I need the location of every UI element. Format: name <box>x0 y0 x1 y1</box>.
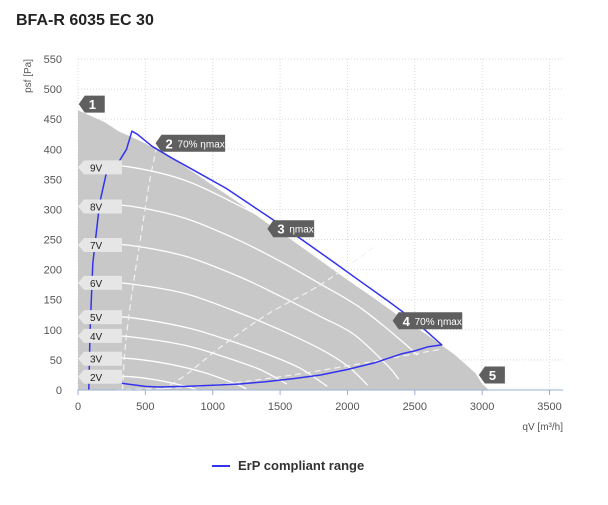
marker-bg <box>392 312 463 330</box>
speed-curve-7V <box>84 241 400 380</box>
speed-label-6V: 6V <box>78 275 122 290</box>
erp-compliant-line <box>88 130 443 391</box>
fan-performance-chart: 9V 8V 7V 6V 5V 4V 3V 2V 1 2 70% ηmax 3 ηmax 4 70% ηma… <box>23 54 563 433</box>
speed-label-bg <box>78 369 122 384</box>
axes: 0 500 1000 1500 2000 2500 3000 3500050100150200… <box>23 54 563 433</box>
speed-label-text: 8V <box>90 202 103 213</box>
speed-label-text: 7V <box>90 241 103 252</box>
speed-label-4V: 4V <box>78 328 122 343</box>
marker-number: 2 <box>166 136 173 151</box>
speed-label-text: 2V <box>90 373 103 384</box>
y-tick-label: 500 <box>44 84 62 96</box>
operating-envelope <box>78 110 489 390</box>
marker-number: 1 <box>89 97 96 112</box>
speed-label-bg <box>78 275 122 290</box>
y-tick-label: 400 <box>44 144 62 156</box>
speed-curve-6V <box>84 279 369 386</box>
y-tick-label: 250 <box>44 235 62 247</box>
speed-label-5V: 5V <box>78 310 122 325</box>
erp-range <box>88 130 443 391</box>
envelope-area <box>78 110 489 390</box>
speed-label-bg <box>78 328 122 343</box>
speed-label-text: 3V <box>90 355 103 366</box>
efficiency-lines <box>115 143 442 391</box>
y-tick-label: 150 <box>44 295 62 307</box>
y-tick-label: 450 <box>44 114 62 126</box>
marker-label: ηmax <box>289 225 313 236</box>
marker-bg <box>155 134 226 152</box>
x-tick-label: 2500 <box>403 401 427 413</box>
speed-label-bg <box>78 160 122 175</box>
speed-label-8V: 8V <box>78 199 122 214</box>
speed-label-text: 9V <box>90 163 103 174</box>
point-markers: 1 2 70% ηmax 3 ηmax 4 70% ηmax 5 <box>78 95 505 384</box>
speed-curve-8V <box>84 202 418 356</box>
marker-4: 4 70% ηmax <box>392 312 463 330</box>
speed-curve-4V <box>84 333 288 385</box>
legend-swatch-erp <box>212 464 230 467</box>
y-tick-label: 350 <box>44 174 62 186</box>
x-tick-label: 1000 <box>200 401 224 413</box>
speed-label-text: 6V <box>90 279 103 290</box>
marker-number: 4 <box>403 314 411 329</box>
y-tick-label: 0 <box>56 385 62 397</box>
legend-label-erp: ErP compliant range <box>238 458 365 473</box>
speed-curve-5V <box>84 314 328 387</box>
x-tick-label: 3500 <box>537 401 561 413</box>
marker-bg <box>267 220 315 238</box>
x-tick-label: 1500 <box>268 401 292 413</box>
y-tick-label: 550 <box>44 54 62 66</box>
x-tick-label: 3000 <box>470 401 494 413</box>
speed-curve-3V <box>84 355 247 390</box>
speed-label-text: 5V <box>90 313 103 324</box>
y-tick-label: 100 <box>44 325 62 337</box>
speed-label-text: 4V <box>90 332 103 343</box>
marker-label: 70% ηmax <box>178 139 225 150</box>
marker-3: 3 ηmax <box>267 220 315 238</box>
speed-label-3V: 3V <box>78 351 122 366</box>
speed-label-bg <box>78 351 122 366</box>
marker-bg <box>478 366 505 384</box>
speed-label-bg <box>78 237 122 252</box>
x-tick-label: 2000 <box>335 401 359 413</box>
marker-number: 5 <box>489 368 496 383</box>
chart-legend[interactable]: ErP compliant range <box>212 458 364 473</box>
y-tick-label: 300 <box>44 204 62 216</box>
marker-label: 70% ηmax <box>415 317 462 328</box>
efficiency-line-3 <box>115 348 442 391</box>
y-tick-label: 50 <box>50 355 62 367</box>
x-axis-title: qV [m³/h] <box>522 422 563 433</box>
efficiency-line-2 <box>161 246 375 391</box>
x-tick-label: 500 <box>136 401 154 413</box>
speed-label-bg <box>78 310 122 325</box>
marker-bg <box>78 95 105 113</box>
marker-1: 1 <box>78 95 105 113</box>
speed-labels: 9V 8V 7V 6V 5V 4V 3V 2V <box>78 160 122 384</box>
y-tick-label: 200 <box>44 265 62 277</box>
marker-5: 5 <box>478 366 505 384</box>
marker-2: 2 70% ηmax <box>155 134 226 152</box>
speed-label-9V: 9V <box>78 160 122 175</box>
marker-number: 3 <box>277 222 284 237</box>
y-axis-title: psf [Pa] <box>23 59 34 93</box>
speed-label-7V: 7V <box>78 237 122 252</box>
chart-title: BFA-R 6035 EC 30 <box>16 12 154 29</box>
efficiency-line-1 <box>121 143 159 391</box>
speed-label-2V: 2V <box>78 369 122 384</box>
speed-label-bg <box>78 199 122 214</box>
x-tick-label: 0 <box>75 401 81 413</box>
